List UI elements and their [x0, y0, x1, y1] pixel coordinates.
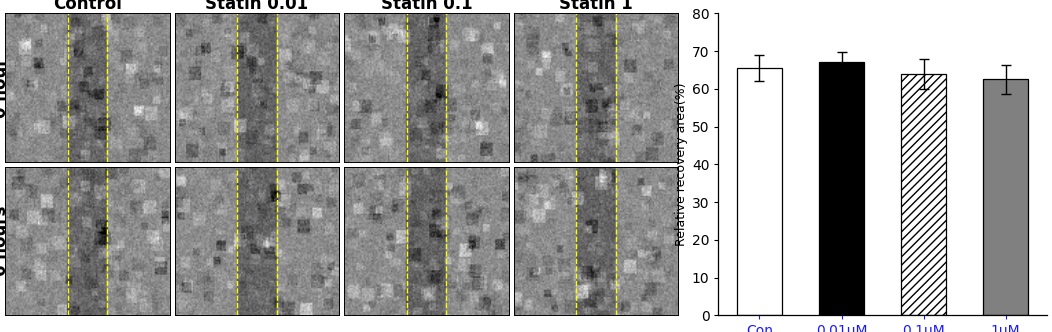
- Y-axis label: Relative recovery area(%): Relative recovery area(%): [674, 83, 688, 246]
- Y-axis label: 6 hours: 6 hours: [0, 206, 11, 276]
- Title: Statin 1: Statin 1: [560, 0, 633, 13]
- Bar: [902, 74, 946, 315]
- Title: Statin 0.01: Statin 0.01: [205, 0, 308, 13]
- Title: Control: Control: [53, 0, 122, 13]
- Title: Statin 0.1: Statin 0.1: [381, 0, 472, 13]
- Y-axis label: 0 hour: 0 hour: [0, 57, 11, 118]
- Bar: [736, 68, 782, 315]
- Bar: [818, 62, 864, 315]
- Bar: [984, 79, 1028, 315]
